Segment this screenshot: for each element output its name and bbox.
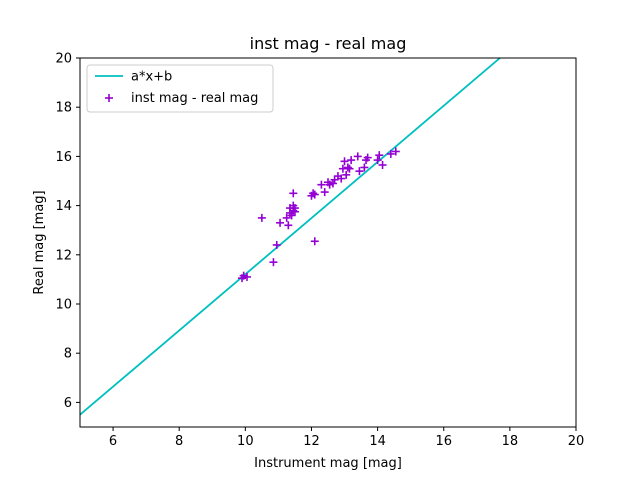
data-point — [355, 167, 364, 176]
y-tick-label: 10 — [55, 298, 72, 313]
data-point — [347, 156, 356, 165]
x-tick-label: 20 — [568, 434, 585, 449]
plot-frame — [79, 57, 577, 428]
data-point — [276, 218, 285, 227]
legend-marker-swatch — [105, 94, 113, 102]
data-point — [373, 156, 382, 165]
data-point — [317, 180, 326, 189]
data-point — [289, 189, 298, 198]
data-point — [360, 163, 369, 172]
y-tick-label: 12 — [55, 248, 72, 263]
y-tick-label: 16 — [55, 150, 72, 165]
data-point — [282, 213, 291, 222]
x-tick-label: 10 — [237, 434, 254, 449]
y-tick-label: 8 — [64, 347, 72, 362]
chart-title: inst mag - real mag — [250, 34, 407, 53]
y-tick-label: 6 — [64, 396, 72, 411]
data-point — [328, 179, 337, 188]
data-point — [284, 221, 293, 230]
x-tick-label: 18 — [502, 434, 519, 449]
data-point — [290, 207, 299, 216]
axes: 6 8 10 12 14 16 18 20 6 8 10 12 14 16 18 20 — [55, 52, 584, 450]
data-point — [353, 152, 362, 161]
data-point — [386, 149, 395, 158]
data-point — [310, 237, 319, 246]
legend-label-fit-line: a*x+b — [131, 70, 172, 85]
x-tick-label: 16 — [435, 434, 452, 449]
data-point — [378, 161, 387, 170]
y-tick-label: 20 — [55, 52, 72, 67]
legend: a*x+b inst mag - real mag — [86, 64, 274, 113]
data-point — [391, 147, 400, 156]
data-point — [363, 153, 372, 162]
y-tick-label: 14 — [55, 199, 72, 214]
data-point — [342, 170, 351, 179]
x-tick-label: 8 — [175, 434, 183, 449]
x-tick-label: 12 — [303, 434, 320, 449]
legend-frame — [86, 64, 274, 113]
y-tick-label: 18 — [55, 101, 72, 116]
data-point — [269, 258, 278, 267]
data-point — [272, 240, 281, 249]
data-point — [375, 151, 384, 160]
x-tick-label: 14 — [369, 434, 386, 449]
data-point — [337, 174, 346, 183]
y-axis-label: Real mag [mag] — [32, 190, 47, 294]
data-point — [340, 157, 349, 166]
x-tick-label: 6 — [109, 434, 117, 449]
data-point — [242, 272, 251, 281]
data-point — [257, 213, 266, 222]
data-point — [343, 163, 352, 172]
legend-plus-marker — [105, 94, 113, 102]
x-axis-label: Instrument mag [mag] — [254, 456, 402, 471]
legend-label-points: inst mag - real mag — [131, 91, 258, 106]
fit-line — [80, 58, 501, 416]
data-point — [309, 189, 318, 198]
data-point — [320, 188, 329, 197]
data-point — [310, 190, 319, 199]
data-point — [345, 164, 354, 173]
plot-area — [80, 58, 501, 416]
